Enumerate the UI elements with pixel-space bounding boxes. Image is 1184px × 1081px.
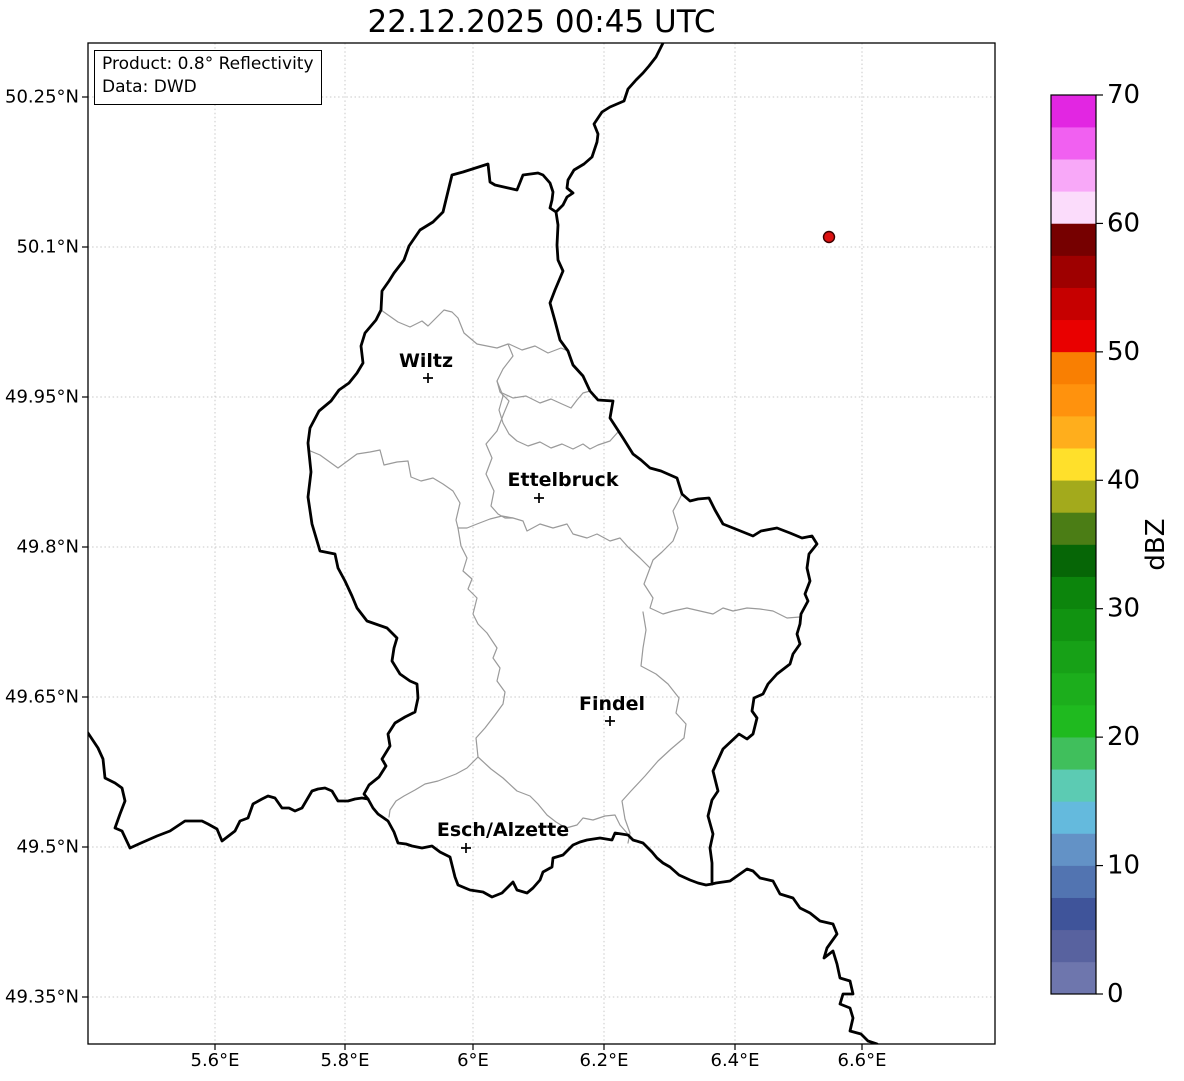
city-label: Esch/Alzette [437,819,569,841]
x-tick-label: 6.2°E [580,1050,629,1071]
colorbar-tick-label: 50 [1107,337,1140,367]
colorbar-segment [1051,158,1096,192]
colorbar-segment [1051,768,1096,802]
colorbar-segment [1051,865,1096,898]
x-tick-label: 6°E [457,1050,489,1071]
colorbar-segment [1051,576,1096,610]
y-tick-label: 49.35°N [5,987,79,1008]
colorbar-tick-label: 20 [1107,722,1140,752]
colorbar-tick-label: 40 [1107,465,1140,495]
x-tick-label: 5.8°E [321,1050,370,1071]
city-marker [534,493,544,503]
colorbar-segment [1051,544,1096,577]
colorbar-segment [1051,897,1096,931]
x-tick-label: 6.4°E [711,1050,760,1071]
colorbar-segment [1051,415,1096,449]
country-border-path [554,43,665,214]
y-tick-label: 49.8°N [16,537,79,558]
city-marker [605,716,615,726]
district-border-path [621,611,687,844]
colorbar-unit-label: dBZ [1141,518,1171,570]
colorbar-tick-label: 0 [1107,979,1124,1009]
district-border-path [388,527,506,818]
colorbar-segment [1051,833,1096,866]
colorbar-segment [1051,191,1096,224]
x-tick-label: 5.6°E [191,1050,240,1071]
data-source-line: Data: DWD [102,77,197,98]
country-border-path [710,867,879,1044]
district-border-path [457,515,801,619]
district-border-path [307,449,461,529]
colorbar-tick-label: 60 [1107,208,1140,238]
x-tick-label: 6.6°E [838,1050,887,1071]
colorbar-segment [1051,94,1096,128]
figure-title: 22.12.2025 00:45 UTC [367,4,716,40]
y-tick-label: 49.65°N [5,687,79,708]
colorbar-segment [1051,961,1096,995]
colorbar-segment [1051,736,1096,770]
country-border-path [306,162,819,899]
colorbar-segment [1051,608,1096,642]
city-label: Ettelbruck [508,469,619,491]
country-border-path [88,731,370,850]
radar-site-dot [822,230,836,244]
colorbar-segment [1051,126,1096,160]
district-border-path [649,493,683,569]
map-layers: Wiltz Ettelbruck Findel Esch/Alzette [88,43,995,1044]
colorbar-segment [1051,512,1096,545]
colorbar-segment [1051,447,1096,481]
colorbar-outline [1050,94,1097,995]
colorbar-segment [1051,351,1096,385]
district-border-path [380,309,514,519]
map-frame [87,42,996,1045]
y-tick-label: 50.1°N [16,237,79,258]
colorbar-segment [1051,287,1096,321]
colorbar-segment [1051,255,1096,288]
district-border-path [499,390,591,409]
y-tick-label: 49.5°N [16,837,79,858]
district-border-path [477,756,628,834]
colorbar-segment [1051,640,1096,674]
colorbar-segment [1051,319,1096,353]
y-tick-label: 49.95°N [5,387,79,408]
colorbar-segment [1051,383,1096,417]
colorbar-segment [1051,929,1096,963]
city-label: Wiltz [399,350,453,372]
product-info-box: Product: 0.8° Reflectivity Data: DWD [94,50,322,105]
colorbar-segment [1051,672,1096,706]
city-marker [461,843,471,853]
colorbar-segment [1051,479,1096,513]
colorbar-segment [1051,223,1096,256]
colorbar-tick-label: 70 [1107,80,1140,110]
colorbar-tick-label: 10 [1107,851,1140,881]
colorbar-segment [1051,801,1096,834]
district-border-path [508,343,569,354]
city-label: Findel [579,693,645,715]
colorbar-segment [1051,704,1096,738]
y-tick-label: 50.25°N [5,87,79,108]
city-marker [423,373,433,383]
colorbar-tick-label: 30 [1107,594,1140,624]
product-info-line: Product: 0.8° Reflectivity [102,54,314,74]
district-border-path [496,380,624,450]
